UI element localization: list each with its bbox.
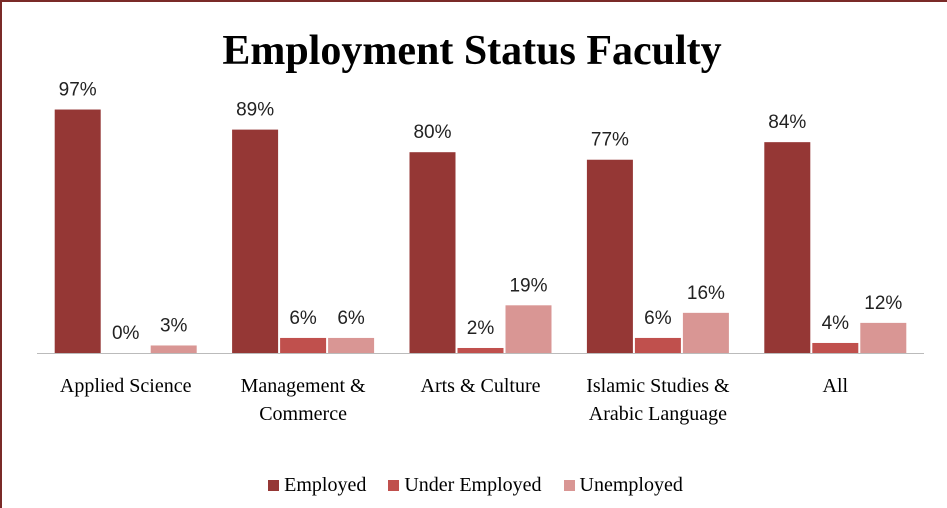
bar — [505, 305, 552, 353]
data-label: 12% — [864, 293, 902, 314]
x-tick-label: Islamic Studies & Arabic Language — [586, 375, 730, 425]
legend-swatch — [388, 480, 400, 491]
chart-title: Employment Status Faculty — [222, 28, 721, 74]
legend-item: Employed — [268, 474, 366, 497]
bar — [150, 345, 197, 353]
bar — [409, 152, 456, 353]
data-label: 6% — [337, 308, 365, 329]
legend-item: Under Employed — [388, 474, 542, 497]
bar — [232, 129, 279, 353]
data-label: 19% — [509, 275, 547, 296]
legend: Employed Under Employed Unemployed — [2, 474, 947, 497]
data-label: 84% — [768, 112, 806, 133]
legend-swatch — [268, 480, 280, 491]
data-label: 3% — [160, 315, 188, 336]
legend-swatch — [563, 480, 575, 491]
bar — [860, 322, 907, 353]
data-label: 2% — [467, 318, 495, 339]
data-label: 0% — [112, 323, 140, 344]
data-label: 77% — [591, 130, 629, 151]
legend-label: Under Employed — [404, 474, 542, 496]
data-label: 6% — [289, 308, 317, 329]
data-label: 6% — [644, 308, 672, 329]
bar — [812, 342, 859, 353]
bar — [586, 159, 633, 353]
data-label: 89% — [236, 100, 274, 121]
bar — [328, 337, 375, 353]
x-tick-label: All — [822, 375, 849, 397]
data-label: 4% — [822, 313, 850, 334]
bar — [682, 312, 729, 353]
x-tick-label: Arts & Culture — [420, 375, 541, 397]
data-label: 80% — [413, 122, 451, 143]
bar — [764, 142, 811, 353]
legend-item: Unemployed — [563, 474, 683, 497]
x-tick-label: Management & Commerce — [240, 375, 366, 425]
legend-label: Employed — [284, 474, 367, 496]
bar — [457, 347, 504, 353]
x-tick-label: Applied Science — [59, 375, 192, 397]
data-label: 16% — [687, 283, 725, 304]
legend-label: Unemployed — [579, 474, 683, 496]
bar — [634, 337, 681, 353]
bar — [54, 109, 101, 353]
data-label: 97% — [59, 80, 97, 101]
bar — [280, 337, 327, 353]
